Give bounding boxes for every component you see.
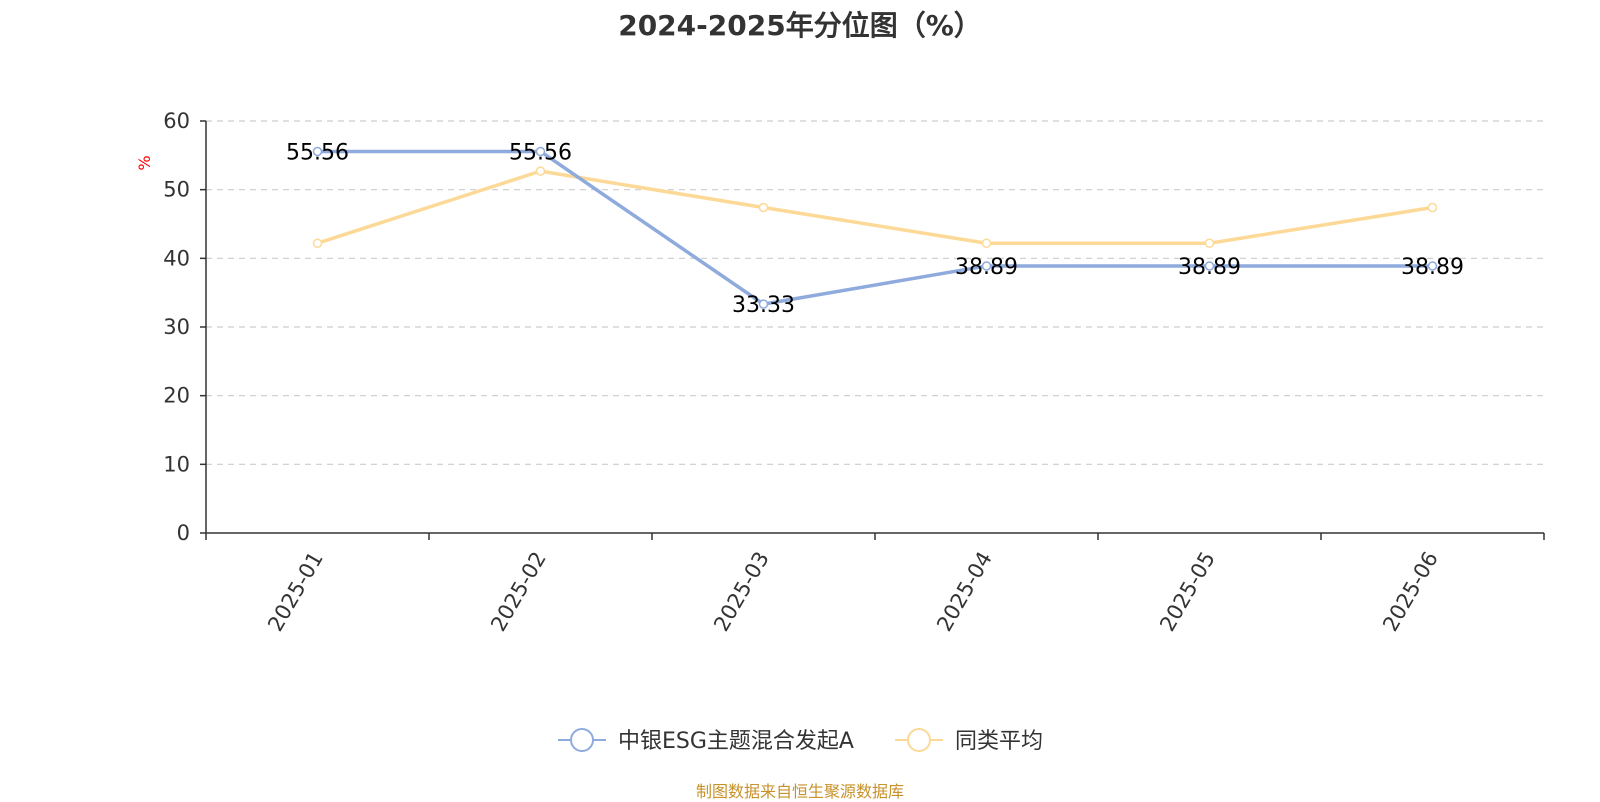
data-label: 55.56 <box>509 140 572 165</box>
x-tick-label: 2025-03 <box>709 548 774 636</box>
data-label: 38.89 <box>1178 255 1241 280</box>
y-tick-label: 40 <box>163 246 190 270</box>
data-labels: 55.56 55.56 33.33 38.89 38.89 38.89 <box>286 140 1464 318</box>
data-label: 33.33 <box>732 293 795 318</box>
y-axis-unit-label: % <box>135 155 154 170</box>
x-tick-label: 2025-05 <box>1155 548 1220 636</box>
data-point <box>1204 238 1215 248</box>
y-tick-label: 60 <box>163 109 190 133</box>
data-point <box>758 202 769 213</box>
data-label: 38.89 <box>955 255 1018 280</box>
data-point <box>1427 261 1438 271</box>
y-tick-label: 0 <box>177 521 190 545</box>
source-note: 制图数据来自恒生聚源数据库 <box>695 782 904 801</box>
legend-item: 同类平均 <box>895 728 1043 754</box>
y-tick-label: 10 <box>163 452 190 476</box>
data-point <box>1204 261 1215 271</box>
legend-label: 同类平均 <box>955 729 1043 754</box>
legend-item: 中银ESG主题混合发起A <box>558 728 854 754</box>
grid-lines <box>206 120 1544 465</box>
data-label: 55.56 <box>286 140 349 165</box>
chart-title: 2024-2025年分位图（%） <box>618 9 982 42</box>
data-point <box>312 238 323 248</box>
legend-label: 中银ESG主题混合发起A <box>618 729 854 754</box>
data-point <box>758 299 769 309</box>
series <box>312 146 1438 309</box>
data-point <box>981 261 992 271</box>
axes: 0 10 20 30 40 50 60% 2025-01 2025-02 2025-03 2025-… <box>135 109 1545 636</box>
data-point <box>535 166 546 176</box>
x-tick-label: 2025-04 <box>932 548 997 636</box>
data-label: 38.89 <box>1401 255 1464 280</box>
data-point <box>312 146 323 157</box>
x-tick-label: 2025-02 <box>486 548 551 636</box>
legend-marker <box>570 728 594 752</box>
x-tick-label: 2025-01 <box>263 548 328 636</box>
x-tick-label: 2025-06 <box>1378 548 1443 636</box>
legend-marker <box>907 728 931 752</box>
series-line <box>316 169 1433 245</box>
data-point <box>1427 202 1438 213</box>
data-point <box>535 146 546 157</box>
series-line <box>317 149 1433 306</box>
data-point <box>981 238 992 248</box>
y-tick-label: 30 <box>163 315 190 339</box>
y-tick-label: 50 <box>163 178 190 202</box>
legend: 中银ESG主题混合发起A 同类平均 <box>558 728 1043 754</box>
y-tick-label: 20 <box>163 384 190 408</box>
